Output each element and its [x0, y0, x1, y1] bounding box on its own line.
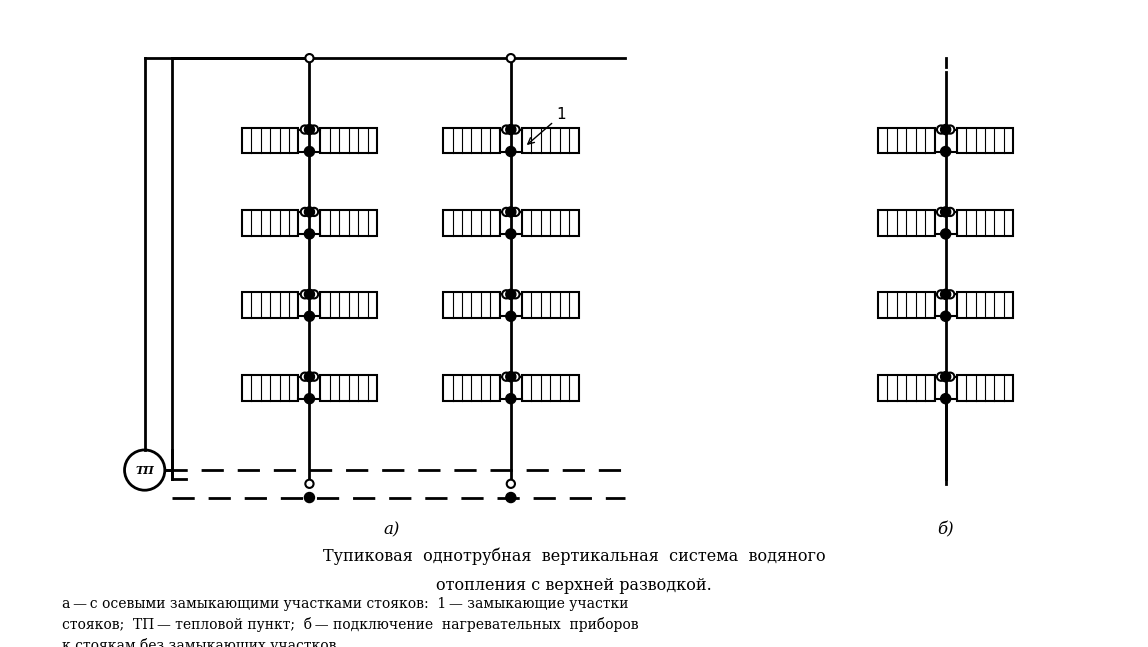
Bar	[878, 127, 934, 153]
Bar	[443, 210, 499, 236]
Circle shape	[502, 291, 511, 298]
Circle shape	[946, 373, 954, 381]
Bar	[956, 375, 1014, 400]
Bar	[956, 292, 1014, 318]
Circle shape	[305, 479, 313, 488]
Circle shape	[304, 371, 315, 382]
Bar	[522, 292, 579, 318]
Circle shape	[506, 393, 515, 404]
Text: б): б)	[937, 521, 954, 538]
Bar	[320, 210, 378, 236]
Text: а — с осевыми замыкающими участками стояков:  1 — замыкающие участки: а — с осевыми замыкающими участками стоя…	[62, 597, 629, 611]
Circle shape	[304, 492, 315, 503]
Bar	[443, 127, 499, 153]
Text: стояков;  ТП — тепловой пункт;  б — подключение  нагревательных  приборов: стояков; ТП — тепловой пункт; б — подклю…	[62, 617, 639, 633]
Bar	[242, 375, 298, 400]
Circle shape	[946, 126, 954, 134]
Circle shape	[310, 126, 318, 134]
Text: 1: 1	[528, 107, 566, 144]
Bar	[443, 375, 499, 400]
Circle shape	[301, 373, 309, 381]
Circle shape	[304, 393, 315, 404]
Bar	[320, 375, 378, 400]
Circle shape	[301, 291, 309, 298]
Circle shape	[506, 54, 515, 62]
Circle shape	[506, 207, 515, 217]
Bar	[522, 127, 579, 153]
Circle shape	[506, 289, 515, 300]
Circle shape	[940, 124, 951, 135]
Circle shape	[940, 207, 951, 217]
Circle shape	[301, 126, 309, 134]
Text: а): а)	[383, 521, 400, 538]
Bar	[956, 127, 1014, 153]
Circle shape	[301, 208, 309, 216]
Text: отопления с верхней разводкой.: отопления с верхней разводкой.	[436, 577, 712, 594]
Circle shape	[506, 492, 515, 503]
Circle shape	[511, 373, 520, 381]
Circle shape	[506, 146, 515, 157]
Bar	[242, 127, 298, 153]
Circle shape	[304, 229, 315, 239]
Circle shape	[940, 229, 951, 239]
Circle shape	[304, 289, 315, 300]
Circle shape	[511, 126, 520, 134]
Circle shape	[937, 291, 945, 298]
Bar	[242, 210, 298, 236]
Bar	[956, 210, 1014, 236]
Circle shape	[304, 146, 315, 157]
Bar	[320, 292, 378, 318]
Text: ТП: ТП	[135, 465, 154, 476]
Circle shape	[502, 373, 511, 381]
Circle shape	[506, 311, 515, 322]
Circle shape	[940, 311, 951, 322]
Circle shape	[946, 208, 954, 216]
Text: Тупиковая  однотрубная  вертикальная  система  водяного: Тупиковая однотрубная вертикальная систе…	[323, 548, 825, 565]
Circle shape	[940, 289, 951, 300]
Bar	[878, 375, 934, 400]
Bar	[443, 292, 499, 318]
Circle shape	[310, 373, 318, 381]
Circle shape	[937, 208, 945, 216]
Text: к стоякам без замыкающих участков.: к стоякам без замыкающих участков.	[62, 637, 341, 647]
Circle shape	[304, 124, 315, 135]
Circle shape	[940, 393, 951, 404]
Circle shape	[940, 371, 951, 382]
Circle shape	[310, 291, 318, 298]
Circle shape	[310, 208, 318, 216]
Bar	[242, 292, 298, 318]
Bar	[878, 210, 934, 236]
Circle shape	[511, 208, 520, 216]
Bar	[522, 375, 579, 400]
Bar	[320, 127, 378, 153]
Circle shape	[511, 291, 520, 298]
Bar	[522, 210, 579, 236]
Circle shape	[946, 291, 954, 298]
Circle shape	[502, 126, 511, 134]
Circle shape	[304, 207, 315, 217]
Circle shape	[937, 126, 945, 134]
Circle shape	[937, 373, 945, 381]
Bar	[878, 292, 934, 318]
Circle shape	[502, 208, 511, 216]
Circle shape	[506, 229, 515, 239]
Circle shape	[304, 311, 315, 322]
Circle shape	[940, 146, 951, 157]
Circle shape	[506, 479, 515, 488]
Circle shape	[305, 54, 313, 62]
Circle shape	[506, 124, 515, 135]
Circle shape	[506, 371, 515, 382]
